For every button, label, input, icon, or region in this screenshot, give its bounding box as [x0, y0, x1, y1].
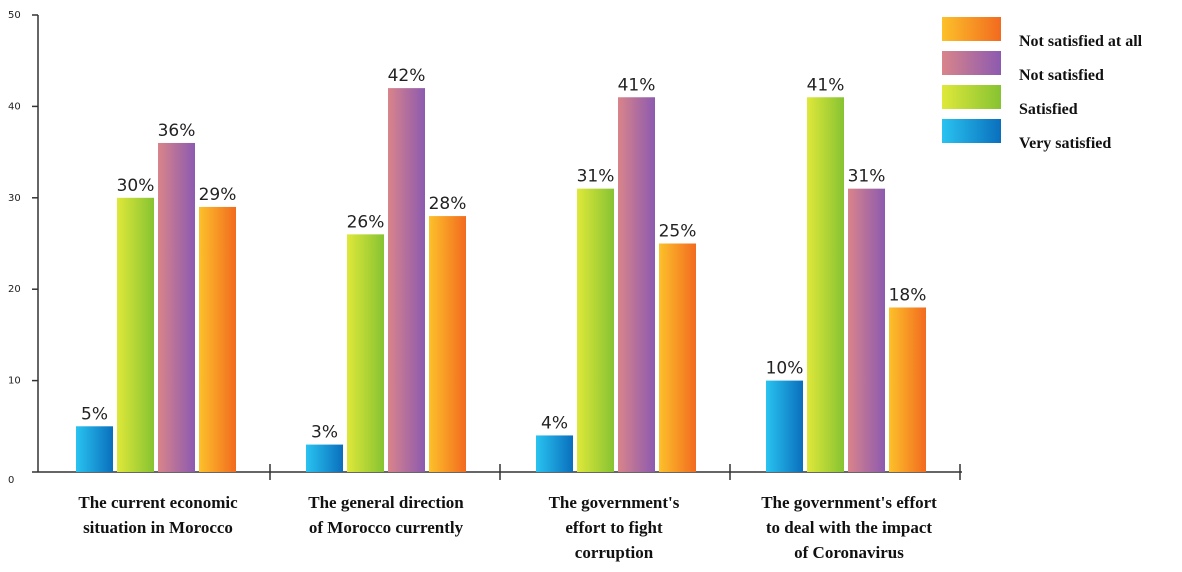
category-label: The government's effort to fight corruptio…: [549, 493, 680, 562]
category-label: The current economic situation in Morocco: [78, 493, 238, 537]
data-label: 10%: [766, 359, 804, 379]
bar: [807, 97, 844, 472]
y-tick-label: 40: [8, 101, 21, 112]
legend-swatch: [942, 51, 1001, 75]
legend-label: Very satisfied: [1019, 135, 1111, 152]
bar: [659, 243, 696, 472]
data-label: 29%: [199, 185, 237, 205]
data-label: 31%: [848, 167, 886, 187]
bar: [117, 197, 154, 473]
data-label: 41%: [618, 75, 656, 95]
category-labels: The current economic situation in Morocco…: [78, 493, 937, 562]
y-tick-label: 0: [8, 475, 14, 486]
data-label: 30%: [117, 176, 155, 196]
legend: Not satisfied at all Not satisfied Satisfi…: [942, 17, 1143, 152]
legend-swatch: [942, 119, 1001, 143]
data-label: 18%: [889, 285, 927, 305]
bar: [158, 142, 195, 472]
bar: [577, 188, 614, 472]
data-label: 3%: [311, 423, 338, 443]
bar: [889, 307, 926, 472]
category-label: The general direction of Morocco currentl…: [308, 493, 464, 537]
bar: [306, 444, 343, 472]
bar: [766, 380, 803, 472]
category-label: The government's effort to deal with the …: [761, 493, 937, 562]
data-label: 42%: [388, 66, 426, 86]
bar: [536, 435, 573, 472]
data-label: 36%: [158, 121, 196, 141]
data-label: 4%: [541, 413, 568, 433]
y-tick-label: 10: [8, 376, 21, 387]
data-label: 5%: [81, 404, 108, 424]
y-tick-label: 50: [8, 10, 21, 21]
bar: [388, 88, 425, 473]
value-labels: 5% 30% 36% 29% 3% 26% 42% 28% 4% 31% 41% 25% 10% 41% 3…: [81, 66, 926, 442]
data-label: 28%: [429, 194, 467, 214]
data-label: 31%: [577, 167, 615, 187]
bar: [848, 188, 885, 472]
legend-swatch: [942, 85, 1001, 109]
data-label: 41%: [807, 75, 845, 95]
bars: [76, 88, 926, 473]
bar: [76, 426, 113, 472]
bar: [347, 234, 384, 472]
data-label: 26%: [347, 212, 385, 232]
legend-label: Not satisfied: [1019, 67, 1104, 84]
y-tick-label: 20: [8, 284, 21, 295]
bar: [618, 97, 655, 472]
legend-label: Satisfied: [1019, 101, 1078, 118]
legend-label: Not satisfied at all: [1019, 33, 1143, 50]
legend-swatch: [942, 17, 1001, 41]
data-label: 25%: [659, 222, 697, 242]
bar: [429, 216, 466, 472]
bar: [199, 206, 236, 472]
y-tick-label: 30: [8, 193, 21, 204]
